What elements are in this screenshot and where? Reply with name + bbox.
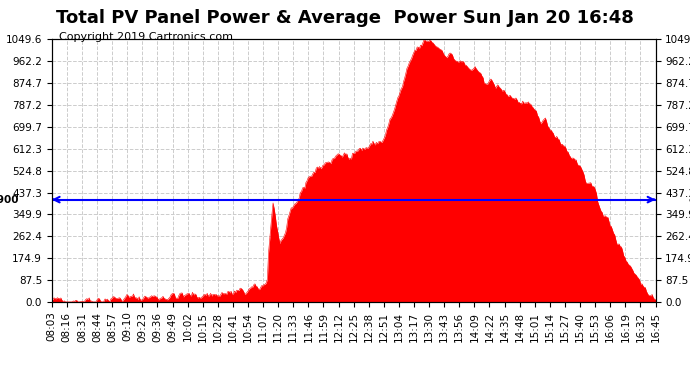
Text: 408.900: 408.900 bbox=[0, 195, 19, 205]
Text: Total PV Panel Power & Average  Power Sun Jan 20 16:48: Total PV Panel Power & Average Power Sun… bbox=[56, 9, 634, 27]
Text: 408.900: 408.900 bbox=[689, 195, 690, 205]
Text: PV Panels  (DC Watts): PV Panels (DC Watts) bbox=[566, 22, 690, 32]
Text: Copyright 2019 Cartronics.com: Copyright 2019 Cartronics.com bbox=[59, 32, 233, 42]
Text: Average  (DC Watts): Average (DC Watts) bbox=[444, 22, 558, 32]
